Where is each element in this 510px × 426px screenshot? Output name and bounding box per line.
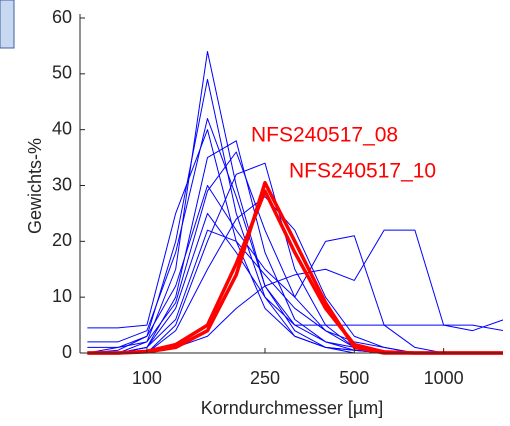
x-tick-label: 1000 <box>424 368 464 388</box>
x-axis-label: Korndurchmesser [µm] <box>201 398 383 418</box>
x-tick-label: 100 <box>132 368 162 388</box>
y-tick-label: 40 <box>52 118 72 138</box>
x-tick-label: 250 <box>250 368 280 388</box>
series-line <box>87 51 503 354</box>
y-tick-label: 50 <box>52 63 72 83</box>
y-tick-label: 0 <box>62 342 72 362</box>
x-tick-label: 500 <box>339 368 369 388</box>
plot-area <box>87 51 503 355</box>
y-tick-label: 10 <box>52 286 72 306</box>
y-tick-label: 60 <box>52 7 72 27</box>
icon-fragment <box>0 0 15 49</box>
series-line <box>87 162 503 354</box>
y-axis-label: Gewichts-% <box>25 138 45 234</box>
series-annotation: NFS240517_08 <box>251 124 398 147</box>
y-tick-label: 30 <box>52 174 72 194</box>
series-annotation: NFS240517_10 <box>289 160 436 183</box>
y-tick-label: 20 <box>52 230 72 250</box>
series-line <box>87 212 503 354</box>
